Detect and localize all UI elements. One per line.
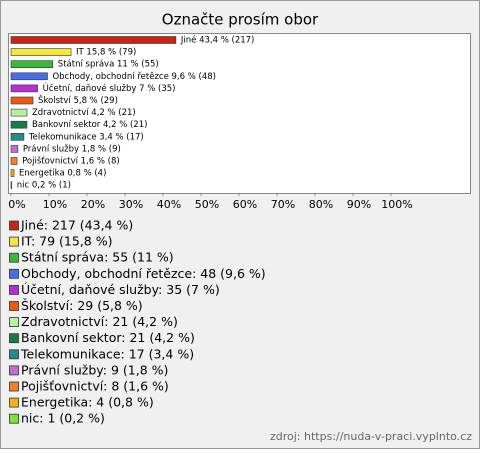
bar bbox=[10, 133, 25, 141]
bar-label: Školství 5,8 % (29) bbox=[38, 94, 118, 106]
legend-label: Obchody, obchodní řetězce: 48 (9,6 %) bbox=[21, 266, 266, 281]
bar-label: Jiné 43,4 % (217) bbox=[180, 35, 254, 46]
x-tick-label: 50% bbox=[195, 198, 219, 211]
source: zdroj: https://nuda-v-praci.vyplnto.cz bbox=[270, 430, 472, 443]
legend-swatch bbox=[9, 349, 19, 360]
x-tick-label: 80% bbox=[309, 198, 333, 211]
legend-label: Jiné: 217 (43,4 %) bbox=[20, 218, 133, 233]
bar bbox=[10, 48, 72, 56]
legend-swatch bbox=[9, 268, 19, 279]
legend-label: nic: 1 (0,2 %) bbox=[21, 411, 105, 426]
legend-swatch bbox=[9, 333, 19, 344]
x-tick-label: 30% bbox=[119, 198, 143, 211]
bar bbox=[10, 169, 15, 177]
bar bbox=[10, 36, 177, 44]
legend-swatch bbox=[9, 317, 19, 328]
legend-label: Bankovní sektor: 21 (4,2 %) bbox=[21, 330, 195, 345]
plot-area bbox=[8, 33, 471, 194]
bar bbox=[10, 145, 19, 153]
x-tick-label: 0% bbox=[8, 198, 25, 211]
legend-swatch bbox=[9, 284, 19, 295]
bar-label: Účetní, daňové služby 7 % (35) bbox=[43, 82, 176, 94]
bar bbox=[10, 60, 54, 69]
bar-label: IT 15,8 % (79) bbox=[76, 48, 136, 58]
legend-swatch bbox=[9, 397, 19, 408]
legend-label: Školství: 29 (5,8 %) bbox=[21, 298, 143, 313]
legend-label: IT: 79 (15,8 %) bbox=[21, 234, 112, 249]
bar bbox=[10, 181, 13, 189]
x-tick-label: 100% bbox=[381, 198, 412, 211]
legend-swatch bbox=[9, 301, 19, 311]
bar bbox=[10, 96, 34, 105]
bar bbox=[10, 72, 48, 81]
legend-label: Státní správa: 55 (11 %) bbox=[21, 250, 174, 265]
bar-label: Právní služby 1,8 % (9) bbox=[23, 144, 121, 154]
legend-label: Právní služby: 9 (1,8 %) bbox=[21, 362, 168, 377]
bar-label: Státní správa 11 % (55) bbox=[58, 60, 159, 70]
legend-swatch bbox=[9, 413, 19, 424]
bar bbox=[10, 157, 18, 165]
x-tick-label: 10% bbox=[43, 198, 67, 211]
bar-label: Telekomunikace 3,4 % (17) bbox=[28, 132, 144, 142]
legend-label: Pojišťovnictví: 8 (1,6 %) bbox=[21, 379, 169, 394]
bar-label: Pojišťovnictví 1,6 % (8) bbox=[22, 156, 120, 167]
x-tick-label: 70% bbox=[271, 198, 295, 211]
x-tick-label: 60% bbox=[233, 198, 257, 211]
bar bbox=[10, 120, 28, 129]
x-tick-label: 90% bbox=[347, 198, 371, 211]
legend-label: Energetika: 4 (0,8 %) bbox=[21, 395, 154, 410]
bar-label: nic 0,2 % (1) bbox=[17, 181, 71, 191]
legend-swatch bbox=[9, 236, 19, 247]
chart-title: Označte prosím obor bbox=[162, 11, 319, 29]
bar-label: Obchody, obchodní řetězce 9,6 % (48) bbox=[52, 72, 216, 82]
x-tick-label: 20% bbox=[81, 198, 105, 211]
legend-swatch bbox=[9, 381, 19, 392]
bar-label: Energetika 0,8 % (4) bbox=[19, 169, 106, 179]
x-tick-label: 40% bbox=[157, 198, 181, 211]
legend-label: Telekomunikace: 17 (3,4 %) bbox=[20, 346, 194, 361]
legend-label: Účetní, daňové služby: 35 (7 %) bbox=[21, 282, 220, 297]
bar-label: Zdravotnictví 4,2 % (21) bbox=[32, 108, 136, 118]
legend-label: Zdravotnictví: 21 (4,2 %) bbox=[21, 314, 178, 329]
legend-swatch bbox=[9, 220, 19, 231]
legend-swatch bbox=[9, 252, 19, 263]
legend-swatch bbox=[9, 365, 19, 376]
bar bbox=[10, 84, 38, 93]
bar bbox=[10, 108, 28, 117]
bar-label: Bankovní sektor 4,2 % (21) bbox=[32, 120, 147, 130]
